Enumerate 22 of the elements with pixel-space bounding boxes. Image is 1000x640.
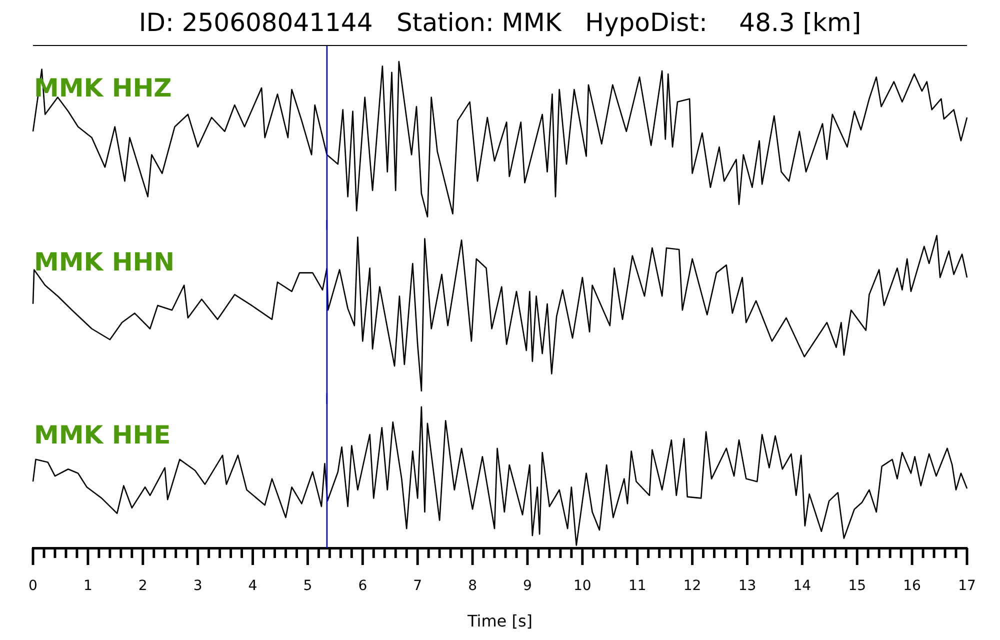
x-tick-label: 17 bbox=[958, 578, 976, 594]
x-tick-label: 9 bbox=[523, 578, 532, 594]
x-tick-label: 4 bbox=[248, 578, 258, 594]
x-tick-label: 2 bbox=[138, 578, 148, 594]
x-tick-label: 12 bbox=[683, 578, 702, 594]
x-tick-label: 1 bbox=[83, 578, 92, 594]
x-axis-title: Time [s] bbox=[466, 612, 533, 631]
x-tick-label: 0 bbox=[28, 578, 38, 594]
x-tick-label: 3 bbox=[193, 578, 202, 594]
x-tick-label: 11 bbox=[628, 578, 646, 594]
x-tick-label: 15 bbox=[848, 578, 866, 594]
chart-title: ID: 250608041144 Station: MMK HypoDist: 48.3 [km] bbox=[138, 8, 862, 38]
x-tick-label: 6 bbox=[358, 578, 368, 594]
series-label: MMK HHE bbox=[34, 420, 171, 450]
x-tick-label: 10 bbox=[574, 578, 592, 594]
x-tick-label: 14 bbox=[793, 578, 812, 594]
x-tick-label: 8 bbox=[468, 578, 477, 594]
x-tick-label: 5 bbox=[303, 578, 312, 594]
x-tick-label: 13 bbox=[738, 578, 756, 594]
series-label: MMK HHN bbox=[34, 248, 175, 276]
x-tick-label: 7 bbox=[413, 578, 422, 594]
x-tick-label: 16 bbox=[903, 578, 922, 594]
